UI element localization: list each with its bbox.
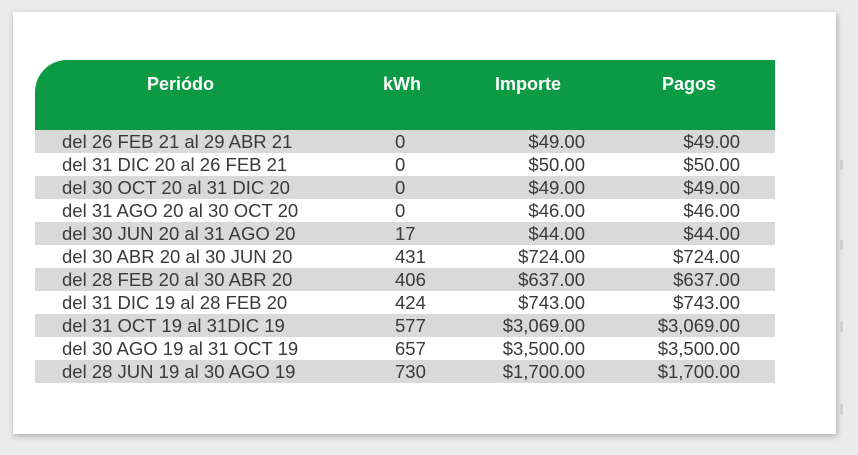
cell-importe: $49.00 [528, 131, 585, 152]
cell-periodo: del 31 OCT 19 al 31DIC 19 [62, 315, 285, 336]
cell-importe: $3,069.00 [502, 315, 585, 336]
cell-importe: $49.00 [528, 177, 585, 198]
cell-importe: $1,700.00 [502, 361, 585, 382]
table-row: del 31 DIC 20 al 26 FEB 21 0 $50.00 $50.00 [35, 153, 775, 176]
table-row: del 31 OCT 19 al 31DIC 19 577 $3,069.00 $3,… [35, 314, 775, 337]
table-row: del 28 JUN 19 al 30 AGO 19 730 $1,700.00 $1… [35, 360, 775, 383]
cell-kwh: 0 [395, 177, 406, 198]
cell-importe: $3,500.00 [502, 338, 585, 359]
cell-kwh: 0 [395, 154, 406, 175]
cell-pagos: $3,069.00 [657, 315, 740, 336]
cell-kwh: 577 [395, 315, 426, 336]
cell-periodo: del 28 FEB 20 al 30 ABR 20 [62, 269, 293, 290]
cell-periodo: del 31 AGO 20 al 30 OCT 20 [62, 200, 299, 221]
table-row: del 30 OCT 20 al 31 DIC 20 0 $49.00 $49.00 [35, 176, 775, 199]
table-header: Periódo kWh Importe Pagos [35, 60, 775, 130]
cell-periodo: del 28 JUN 19 al 30 AGO 19 [62, 361, 296, 382]
cell-importe: $743.00 [518, 292, 585, 313]
table-row: del 26 FEB 21 al 29 ABR 21 0 $49.00 $49.00 [35, 130, 775, 153]
cell-pagos: $49.00 [683, 177, 740, 198]
cell-kwh: 431 [395, 246, 426, 267]
column-header-importe: Importe [495, 74, 562, 94]
cell-periodo: del 30 AGO 19 al 31 OCT 19 [62, 338, 299, 359]
column-header-kwh: kWh [383, 74, 421, 94]
billing-history-table: Periódo kWh Importe Pagos del 26 FEB 21 … [35, 60, 775, 383]
cell-periodo: del 30 OCT 20 al 31 DIC 20 [62, 177, 290, 198]
table-row: del 31 AGO 20 al 30 OCT 20 0 $46.00 $46.00 [35, 199, 775, 222]
cell-kwh: 730 [395, 361, 426, 382]
table-row: del 28 FEB 20 al 30 ABR 20 406 $637.00 $637… [35, 268, 775, 291]
table-row: del 30 AGO 19 al 31 OCT 19 657 $3,500.00 $3… [35, 337, 775, 360]
edge-mark [840, 240, 843, 250]
cell-pagos: $50.00 [683, 154, 740, 175]
table-body: del 26 FEB 21 al 29 ABR 21 0 $49.00 $49.00 d… [35, 130, 775, 383]
cell-importe: $44.00 [528, 223, 585, 244]
table-row: del 31 DIC 19 al 28 FEB 20 424 $743.00 $743… [35, 291, 775, 314]
edge-mark [840, 322, 843, 332]
cell-pagos: $49.00 [683, 131, 740, 152]
cell-pagos: $637.00 [673, 269, 740, 290]
cell-periodo: del 31 DIC 19 al 28 FEB 20 [62, 292, 288, 313]
cell-periodo: del 26 FEB 21 al 29 ABR 21 [62, 131, 293, 152]
cell-importe: $46.00 [528, 200, 585, 221]
edge-mark [840, 160, 843, 170]
cell-pagos: $1,700.00 [657, 361, 740, 382]
cell-pagos: $44.00 [683, 223, 740, 244]
cell-periodo: del 31 DIC 20 al 26 FEB 21 [62, 154, 288, 175]
cell-kwh: 0 [395, 200, 406, 221]
cell-importe: $50.00 [528, 154, 585, 175]
cell-kwh: 406 [395, 269, 426, 290]
cell-pagos: $3,500.00 [657, 338, 740, 359]
cell-periodo: del 30 JUN 20 al 31 AGO 20 [62, 223, 296, 244]
cell-kwh: 17 [395, 223, 416, 244]
cell-kwh: 657 [395, 338, 426, 359]
cell-pagos: $743.00 [673, 292, 740, 313]
table-row: del 30 JUN 20 al 31 AGO 20 17 $44.00 $44.00 [35, 222, 775, 245]
cell-pagos: $46.00 [683, 200, 740, 221]
edge-mark [840, 404, 843, 414]
cell-periodo: del 30 ABR 20 al 30 JUN 20 [62, 246, 293, 267]
column-header-pagos: Pagos [662, 74, 717, 94]
table-row: del 30 ABR 20 al 30 JUN 20 431 $724.00 $724… [35, 245, 775, 268]
column-header-periodo: Periódo [147, 74, 215, 94]
cell-kwh: 424 [395, 292, 426, 313]
cell-pagos: $724.00 [673, 246, 740, 267]
cell-kwh: 0 [395, 131, 406, 152]
cell-importe: $724.00 [518, 246, 585, 267]
cell-importe: $637.00 [518, 269, 585, 290]
